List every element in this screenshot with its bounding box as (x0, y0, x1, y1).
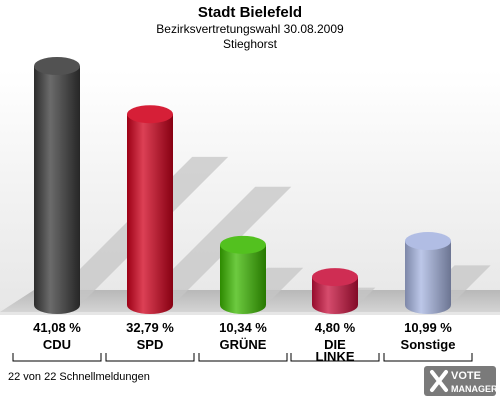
check-mark-icon (430, 370, 448, 392)
bars-group (34, 57, 451, 314)
category-label: Sonstige (401, 337, 456, 352)
bar-top (312, 268, 358, 287)
value-label: 10,34 % (219, 320, 267, 335)
category-bracket (290, 353, 380, 362)
category-bracket (198, 353, 288, 362)
value-label: 4,80 % (315, 320, 356, 335)
bar-body (127, 114, 173, 314)
chart-title: Stadt Bielefeld (198, 4, 302, 21)
value-label: 10,99 % (404, 320, 452, 335)
category-label: CDU (43, 337, 71, 352)
bar-body (34, 66, 80, 314)
bar-body (220, 244, 266, 314)
category-bracket (105, 353, 195, 362)
logo-line1: VOTE (451, 370, 481, 382)
bar-body (312, 277, 358, 314)
logo-badge (424, 366, 496, 396)
category-label: SPD (137, 337, 164, 352)
category-label: DIE (324, 337, 346, 352)
value-label: 32,79 % (126, 320, 174, 335)
value-labels: 41,08 % 32,79 % 10,34 % 4,80 % 10,99 % (33, 320, 452, 335)
bar-sonstige (405, 232, 451, 314)
category-bracket (383, 353, 473, 362)
district-label: Stieghorst (223, 37, 278, 51)
bar-top (220, 235, 266, 254)
bar-top (405, 232, 451, 251)
category-label: GRÜNE (220, 337, 267, 352)
bar-die-linke (312, 268, 358, 314)
category-bracket (12, 353, 102, 362)
category-label: LINKE (316, 349, 355, 364)
chart-subtitle: Bezirksvertretungswahl 30.08.2009 (156, 22, 344, 36)
bar-shadow (137, 186, 292, 305)
bar-top (34, 57, 80, 75)
status-text: 22 von 22 Schnellmeldungen (8, 371, 150, 383)
bar-cdu (34, 57, 80, 314)
logo-line2: MANAGER (451, 384, 498, 394)
bar-spd (127, 105, 173, 314)
category-brackets (12, 353, 473, 362)
bar-top (127, 105, 173, 124)
bar-grüne (220, 235, 266, 314)
bar-body (405, 241, 451, 314)
vote-manager-logo: VOTE MANAGER (424, 366, 498, 396)
value-label: 41,08 % (33, 320, 81, 335)
